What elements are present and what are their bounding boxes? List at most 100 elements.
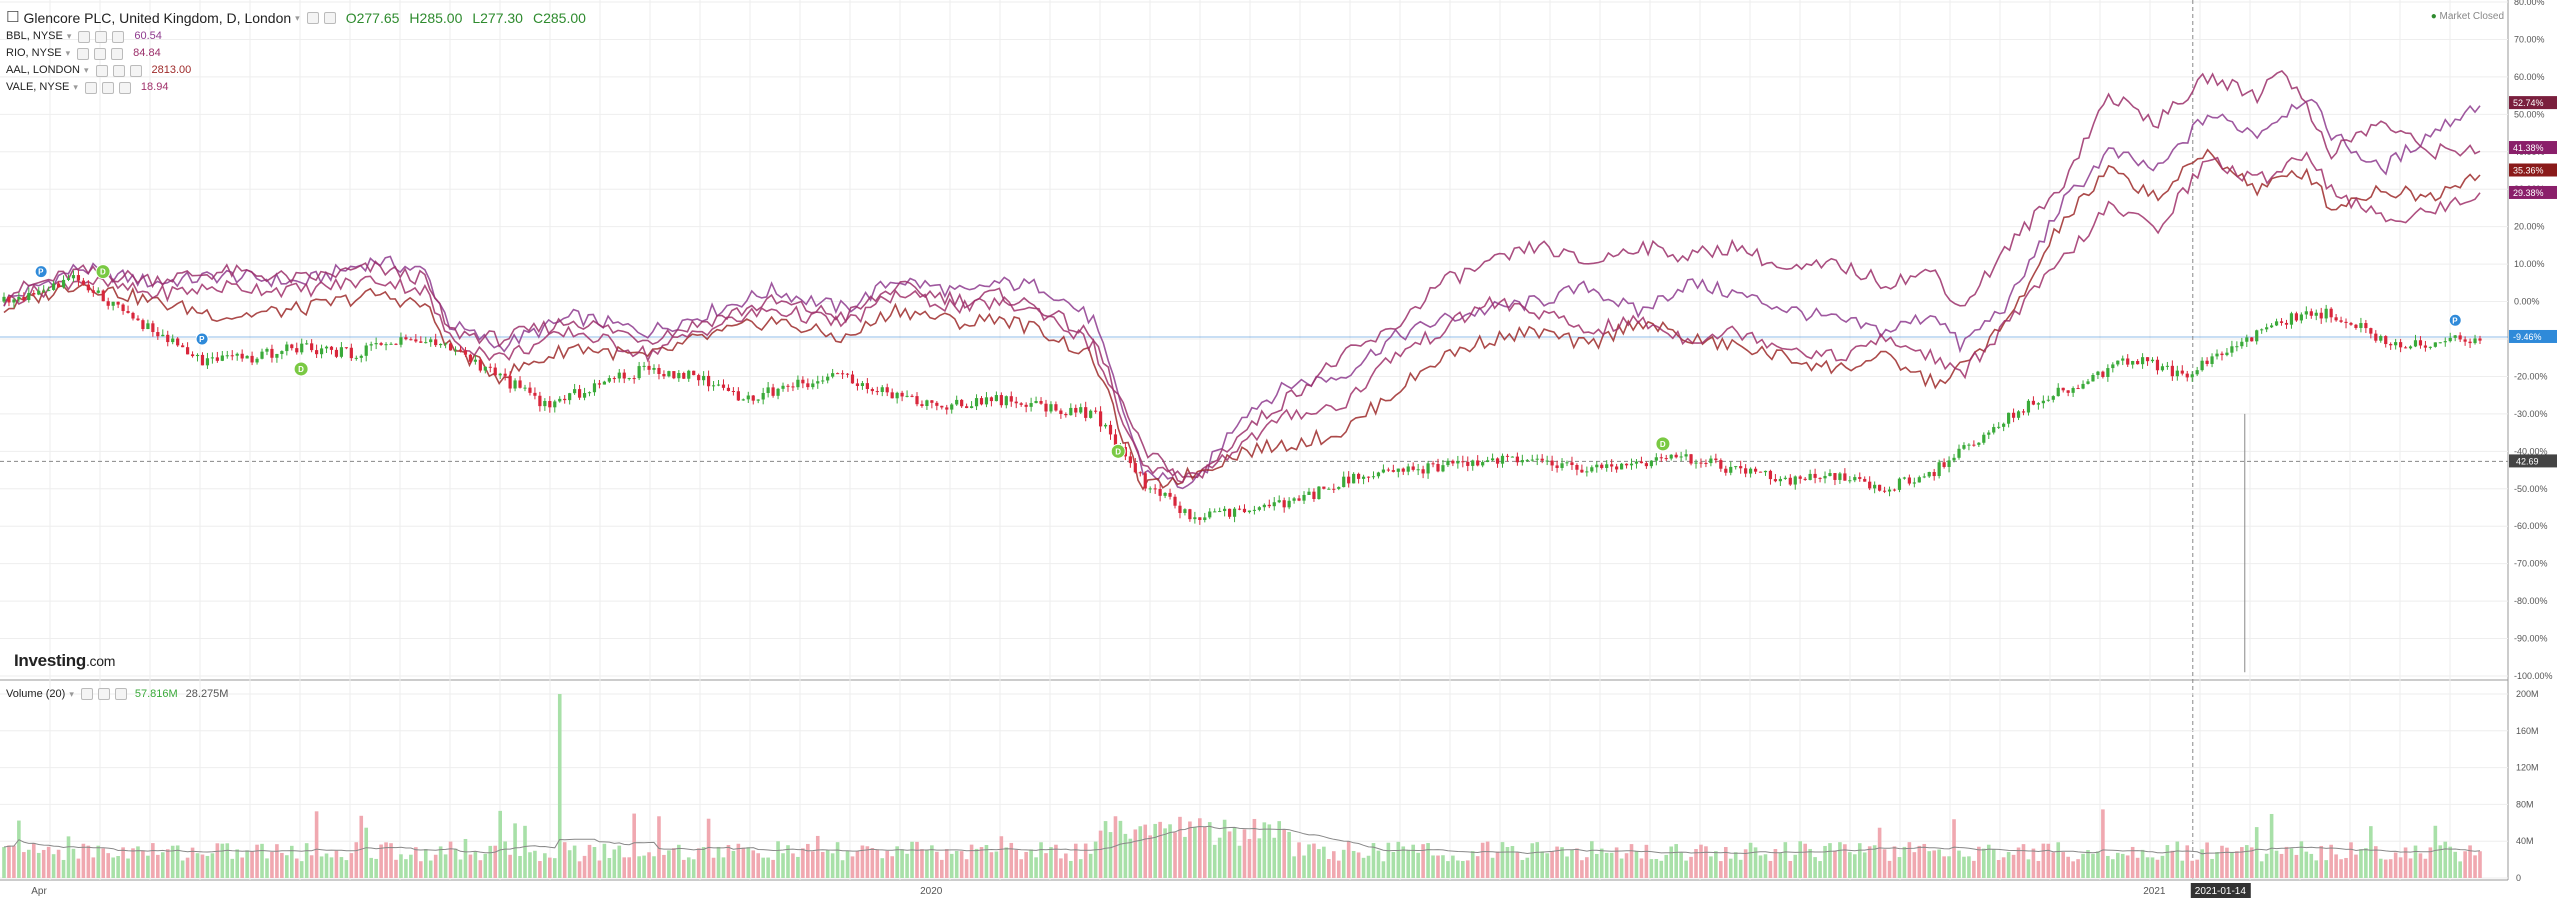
volume-bar <box>860 845 865 878</box>
volume-bar <box>1555 846 1559 878</box>
dividend-marker <box>1110 443 1126 459</box>
volume-bar <box>1917 845 1922 878</box>
volume-bar <box>1446 861 1450 878</box>
candle-body <box>900 392 904 397</box>
volume-bar <box>2403 847 2408 878</box>
volume-bar <box>1515 852 1520 878</box>
volume-bar <box>2220 845 2224 878</box>
volume-bar <box>1738 859 1743 878</box>
y-tick-label: -60.00% <box>2514 521 2548 531</box>
volume-bar <box>2125 855 2130 878</box>
volume-bar <box>1927 851 1932 878</box>
volume-bar <box>1073 843 1078 878</box>
candle-body <box>200 354 205 366</box>
candle-body <box>2408 346 2413 349</box>
candle-body <box>568 393 572 401</box>
settings-icon[interactable] <box>306 12 319 24</box>
legend-main-row: ☐ Glencore PLC, United Kingdom, D, Londo… <box>6 8 586 28</box>
candle-body <box>2011 412 2016 418</box>
volume-bar <box>409 854 413 878</box>
volume-bar <box>180 860 185 878</box>
candle-body <box>2354 324 2358 328</box>
candle-body <box>974 398 979 407</box>
volume-bar <box>681 859 686 878</box>
settings-icon[interactable] <box>80 688 93 700</box>
volume-bar <box>1480 842 1485 878</box>
volume-bar <box>1029 849 1033 878</box>
hide-icon[interactable] <box>101 81 114 94</box>
volume-bar <box>1327 859 1331 878</box>
settings-icon[interactable] <box>77 47 90 60</box>
candle-body <box>190 354 195 357</box>
hide-icon[interactable] <box>323 12 336 24</box>
volume-bar <box>1877 827 1882 878</box>
volume-bar <box>1828 843 1832 878</box>
volume-bar <box>557 694 562 878</box>
chart-type-icon[interactable]: ☐ <box>6 9 20 26</box>
volume-bar <box>1902 846 1907 878</box>
chevron-down-icon[interactable]: ▾ <box>73 82 78 92</box>
candle-body <box>240 353 244 359</box>
chevron-down-icon[interactable]: ▾ <box>65 48 71 58</box>
close-icon[interactable] <box>111 47 124 60</box>
volume-bar <box>389 843 393 878</box>
volume-bar <box>2240 847 2244 878</box>
volume-bar <box>2423 858 2428 878</box>
volume-bar <box>1545 853 1549 878</box>
volume-bar <box>607 857 612 878</box>
chevron-down-icon[interactable]: ▾ <box>295 13 300 23</box>
hide-icon[interactable] <box>97 688 110 700</box>
candle-body <box>488 366 492 368</box>
hide-icon[interactable] <box>95 30 108 43</box>
chevron-down-icon[interactable]: ▾ <box>69 688 74 699</box>
close-icon[interactable] <box>129 64 142 77</box>
candle-body <box>915 396 919 405</box>
candle-body <box>1188 509 1192 520</box>
volume-bar <box>2106 855 2110 878</box>
volume-bar <box>756 853 761 878</box>
volume-bar <box>2091 853 2095 878</box>
candle-body <box>458 349 463 351</box>
volume-bar <box>2339 859 2343 878</box>
candle-body <box>1406 466 1410 472</box>
volume-bar <box>2463 851 2467 878</box>
volume-bar <box>2428 847 2433 878</box>
chevron-down-icon[interactable]: ▾ <box>66 31 72 41</box>
volume-bar <box>1108 832 1113 878</box>
close-icon[interactable] <box>112 30 125 43</box>
volume-bar <box>1470 851 1475 878</box>
candle-body <box>1471 460 1475 466</box>
hide-icon[interactable] <box>112 64 125 77</box>
candle-body <box>2448 337 2452 342</box>
settings-icon[interactable] <box>78 30 91 43</box>
settings-icon[interactable] <box>84 81 97 94</box>
candle-body <box>2002 423 2006 427</box>
volume-bar <box>1198 818 1202 878</box>
candle-body <box>1724 468 1728 473</box>
volume-bar <box>1594 853 1599 878</box>
y-tick-label: 60.00% <box>2514 72 2545 82</box>
candle-body <box>81 280 85 285</box>
volume-bar <box>2478 851 2482 878</box>
candle-body <box>895 392 899 399</box>
candle-body <box>285 344 289 352</box>
candle-body <box>1148 488 1152 490</box>
hide-icon[interactable] <box>94 47 107 60</box>
volume-bar <box>1505 847 1510 878</box>
chevron-down-icon[interactable]: ▾ <box>83 65 89 75</box>
candle-body <box>1376 472 1381 477</box>
volume-bar <box>627 857 632 878</box>
candle-body <box>2195 370 2199 375</box>
volume-bar <box>2334 854 2338 878</box>
close-icon[interactable] <box>118 81 131 94</box>
compare-value: 84.84 <box>133 47 161 59</box>
volume-bar <box>1451 855 1455 878</box>
settings-icon[interactable] <box>95 64 108 77</box>
volume-bar <box>2369 826 2373 878</box>
close-icon[interactable] <box>114 688 127 700</box>
volume-bar <box>766 857 770 878</box>
candle-body <box>672 371 676 379</box>
candle-body <box>1778 478 1782 482</box>
candle-body <box>369 344 373 346</box>
x-crosshair-label-bg <box>2190 883 2251 898</box>
